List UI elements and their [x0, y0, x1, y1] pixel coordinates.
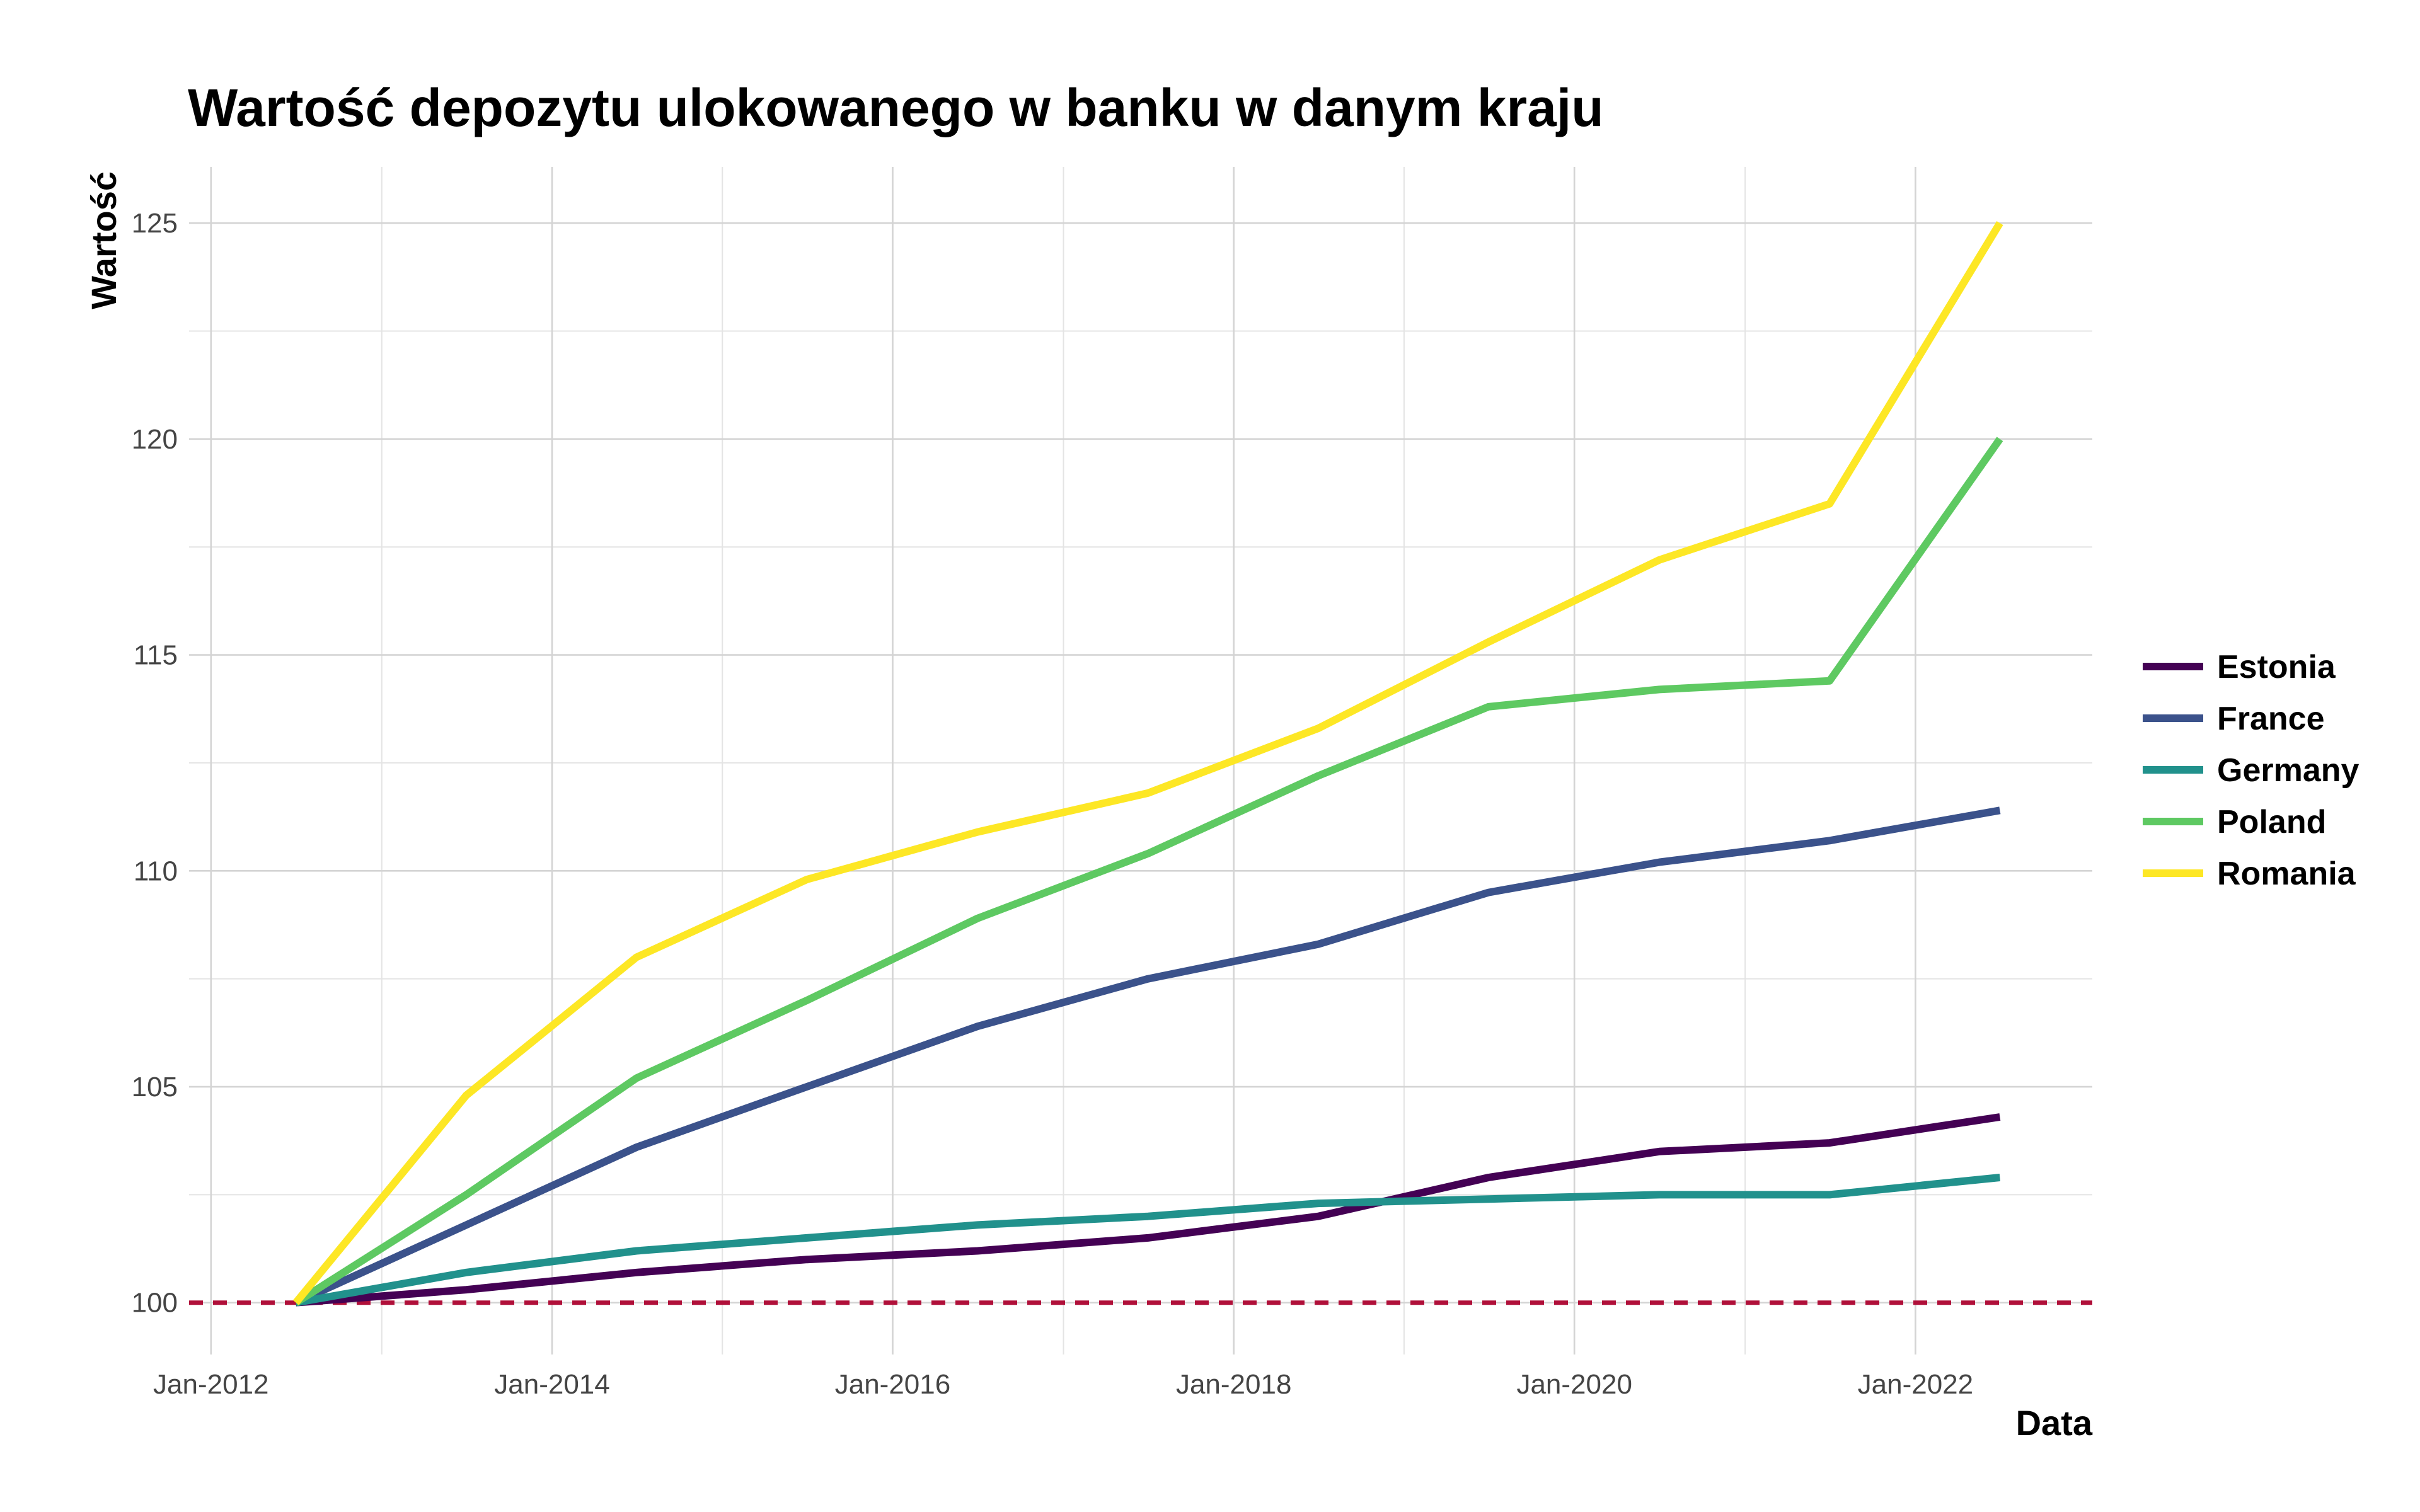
legend-item-germany: Germany: [2143, 752, 2360, 789]
x-tick-label: Jan-2022: [1858, 1369, 1973, 1400]
x-tick-label: Jan-2018: [1176, 1369, 1291, 1400]
series-line-france: [294, 806, 2001, 1307]
x-axis-title: Data: [2016, 1403, 2093, 1443]
legend-label: France: [2217, 701, 2325, 737]
y-tick-label: 120: [132, 424, 178, 455]
x-tick-labels: Jan-2012 Jan-2014 Jan-2016 Jan-2018 Jan-2020…: [153, 1369, 1973, 1400]
x-tick-label: Jan-2016: [835, 1369, 950, 1400]
grid-minor: [189, 167, 2092, 1354]
y-tick-label: 110: [134, 856, 178, 886]
y-tick-label: 105: [132, 1072, 178, 1102]
x-tick-label: Jan-2014: [494, 1369, 609, 1400]
legend: Estonia France Germany Poland Romania: [2143, 649, 2360, 892]
legend-item-france: France: [2143, 701, 2325, 737]
y-tick-label: 100: [132, 1288, 178, 1319]
grid-major: [189, 167, 2092, 1354]
legend-label: Germany: [2217, 752, 2360, 789]
y-tick-label: 115: [134, 640, 178, 671]
series-layer: [292, 220, 2003, 1307]
series-line-estonia: [296, 1113, 2001, 1307]
x-tick-label: Jan-2012: [153, 1369, 268, 1400]
x-tick-label: Jan-2020: [1516, 1369, 1632, 1400]
legend-label: Poland: [2217, 804, 2326, 840]
legend-item-poland: Poland: [2143, 804, 2326, 840]
legend-label: Estonia: [2217, 649, 2336, 685]
legend-label: Romania: [2217, 856, 2356, 892]
y-axis-title: Wartość: [84, 171, 124, 309]
series-line-romania: [292, 220, 2003, 1305]
chart-title: Wartość depozytu ulokowanego w banku w d…: [188, 78, 1604, 137]
legend-item-romania: Romania: [2143, 856, 2356, 892]
y-tick-labels: 100 105 110 115 120 125: [132, 208, 178, 1319]
legend-item-estonia: Estonia: [2143, 649, 2336, 685]
series-line-poland: [294, 437, 2003, 1306]
y-tick-label: 125: [132, 208, 178, 239]
series-line-germany: [295, 1174, 2001, 1307]
